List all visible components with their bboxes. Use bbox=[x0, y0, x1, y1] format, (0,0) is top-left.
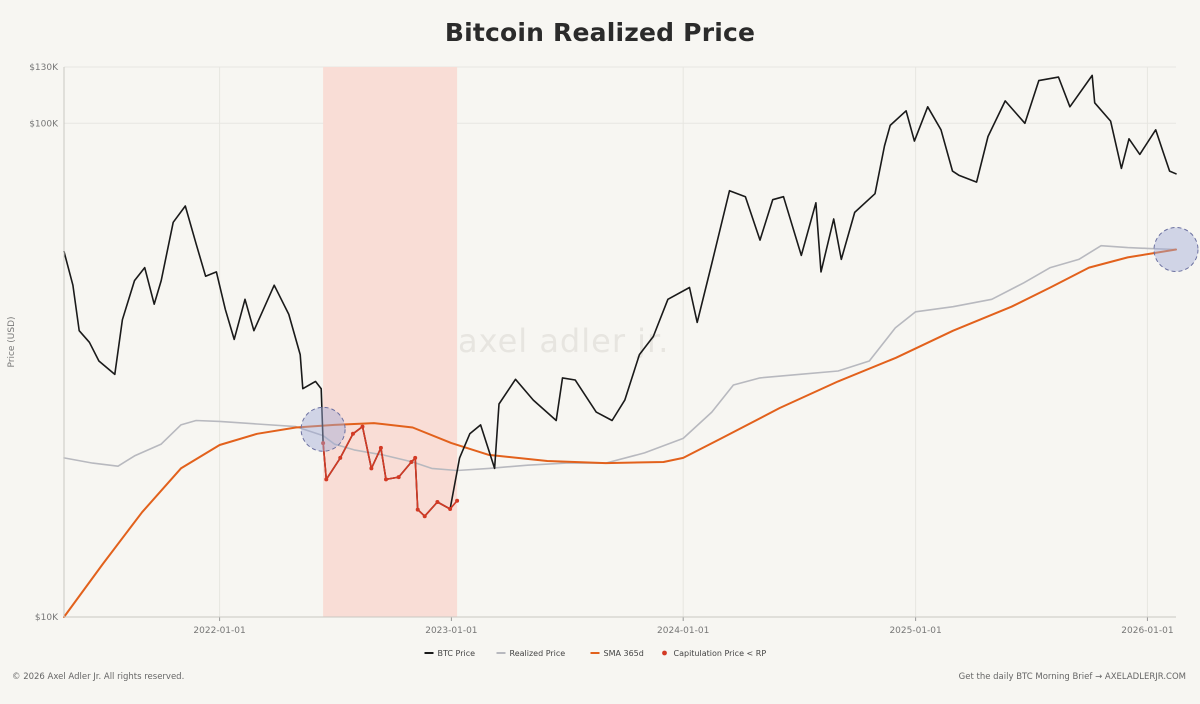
capitulation-point-5 bbox=[369, 466, 374, 471]
footer-cta-link[interactable]: Get the daily BTC Morning Brief → AXELAD… bbox=[958, 672, 1186, 682]
x-tick-label-3: 2025-01-01 bbox=[889, 626, 941, 636]
capitulation-point-11 bbox=[415, 507, 420, 512]
capitulation-point-14 bbox=[448, 506, 453, 511]
x-tick-label-1: 2023-01-01 bbox=[425, 626, 477, 636]
series-line-btc-price bbox=[63, 74, 1177, 518]
capitulation-point-9 bbox=[409, 460, 414, 465]
capitulation-point-0 bbox=[321, 441, 326, 446]
series-line-realized-price bbox=[63, 244, 1177, 472]
highlight-marker-0 bbox=[300, 406, 346, 452]
legend-item-realized-price: Realized Price bbox=[496, 649, 566, 658]
legend-item-btc-price: BTC Price bbox=[424, 649, 476, 658]
capitulation-point-4 bbox=[360, 424, 365, 429]
legend: BTC Price Realized Price SMA 365d Capitulat… bbox=[424, 649, 766, 658]
y-tick-label-1: $100K bbox=[29, 119, 59, 129]
x-tick-label-0: 2022-01-01 bbox=[193, 626, 245, 636]
series-layer bbox=[63, 74, 1177, 618]
legend-item-sma-365d: SMA 365d bbox=[590, 649, 644, 658]
axes: $10K $100K $130K 2022-01-01 2023-01-01 2024-0… bbox=[7, 63, 1176, 636]
footer-copyright: © 2026 Axel Adler Jr. All rights reserve… bbox=[12, 672, 185, 682]
y-axis-label: Price (USD) bbox=[7, 316, 17, 367]
legend-label-sma-365d: SMA 365d bbox=[604, 649, 644, 658]
legend-item-capitulation-price-rp: Capitulation Price < RP bbox=[662, 649, 766, 658]
capitulation-point-1 bbox=[324, 477, 329, 482]
series-line-capitulation-price-rp bbox=[322, 425, 458, 518]
y-tick-label-2: $130K bbox=[29, 63, 59, 73]
y-tick-label-0: $10K bbox=[35, 613, 59, 623]
highlight-marker-1 bbox=[1153, 227, 1199, 273]
capitulation-point-15 bbox=[455, 498, 460, 503]
capitulation-point-8 bbox=[396, 475, 401, 480]
legend-label-btc-price: BTC Price bbox=[438, 649, 476, 658]
series-line-sma-365d bbox=[63, 248, 1177, 618]
shaded-region-rect bbox=[323, 67, 458, 617]
capitulation-point-2 bbox=[338, 455, 343, 460]
watermark: axel adler jr. bbox=[458, 322, 670, 360]
highlight-markers bbox=[300, 227, 1199, 452]
grid-lines bbox=[64, 66, 1176, 618]
shaded-region bbox=[323, 67, 458, 617]
x-tick-label-4: 2026-01-01 bbox=[1121, 626, 1173, 636]
capitulation-point-6 bbox=[378, 445, 383, 450]
capitulation-point-10 bbox=[413, 455, 418, 460]
legend-label-capitulation-price-rp: Capitulation Price < RP bbox=[674, 649, 767, 658]
capitulation-point-3 bbox=[350, 431, 355, 436]
chart-title: Bitcoin Realized Price bbox=[444, 18, 756, 47]
x-tick-label-2: 2024-01-01 bbox=[657, 626, 709, 636]
capitulation-point-7 bbox=[383, 477, 388, 482]
legend-label-realized-price: Realized Price bbox=[510, 649, 566, 658]
capitulation-point-13 bbox=[435, 499, 440, 504]
capitulation-point-12 bbox=[422, 514, 427, 519]
legend-swatch-capitulation-price-rp bbox=[662, 650, 667, 656]
